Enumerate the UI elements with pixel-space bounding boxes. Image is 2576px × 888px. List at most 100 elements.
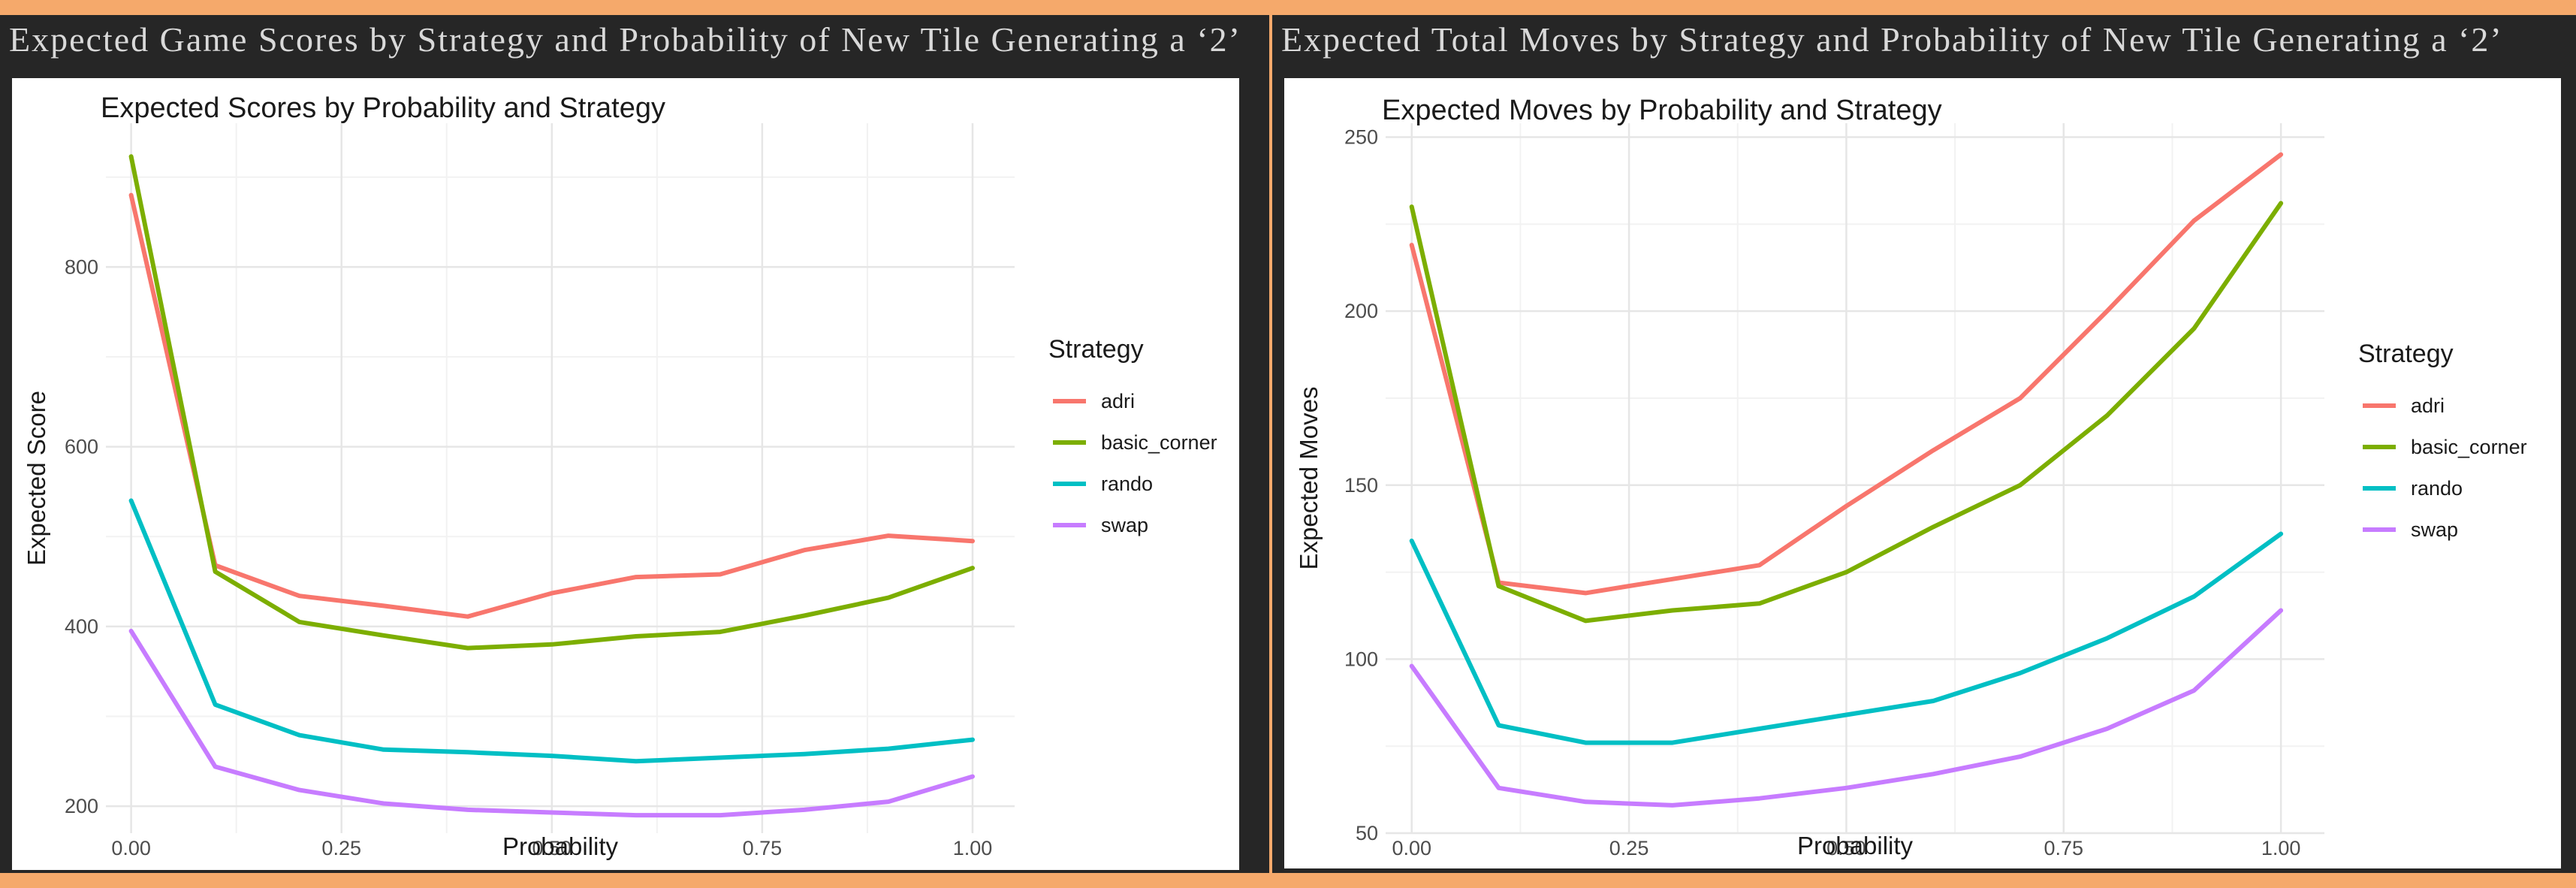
data-point: [551, 593, 553, 594]
score-line-chart: 0.00 0.25 0.50 0.75 1.00 200 400 600 800 Expected…: [23, 92, 1217, 860]
data-point: [972, 567, 973, 569]
data-point: [719, 757, 721, 759]
data-point: [1932, 700, 1934, 702]
data-point: [1672, 610, 1673, 612]
data-point: [1498, 585, 1499, 587]
data-point: [1845, 714, 1847, 715]
x-tick-label: 0.50: [532, 837, 572, 859]
series-points-swap: [131, 630, 973, 816]
y-axis-label: Expected Score: [23, 391, 50, 566]
data-point: [635, 760, 637, 762]
data-point: [1498, 724, 1499, 726]
legend-label: basic_corner: [2411, 436, 2527, 458]
legend-label: basic_corner: [1101, 431, 1217, 454]
data-point: [299, 621, 300, 623]
data-point: [1585, 592, 1586, 594]
x-tick-label: 0.50: [1826, 837, 1866, 859]
y-tick-label: 600: [65, 436, 98, 458]
data-point: [1932, 449, 1934, 451]
data-point: [215, 704, 216, 705]
data-point: [383, 749, 385, 751]
data-point: [551, 644, 553, 645]
x-axis-label: Probability: [502, 832, 619, 860]
data-point: [972, 776, 973, 778]
legend-label: swap: [2411, 518, 2458, 541]
data-point: [1845, 787, 1847, 789]
x-tick-label: 0.25: [1609, 837, 1649, 859]
x-tick-label: 0.75: [2044, 837, 2083, 859]
chart-title: Expected Scores by Probability and Strat…: [101, 92, 665, 124]
y-tick-label: 800: [65, 255, 98, 278]
x-tick-label: 0.00: [1392, 837, 1431, 859]
y-tick-label: 150: [1344, 474, 1378, 497]
series-points-adri: [1411, 154, 2282, 594]
data-point: [467, 616, 469, 618]
x-tick-label: 1.00: [2261, 837, 2301, 859]
series-points-rando: [131, 500, 973, 762]
data-point: [215, 766, 216, 767]
data-point: [972, 739, 973, 741]
data-point: [467, 751, 469, 753]
data-point: [1932, 773, 1934, 775]
y-tick-label: 250: [1344, 126, 1378, 149]
series-points-basic_corner: [1411, 203, 2282, 621]
y-tick-label: 200: [65, 795, 98, 817]
data-point: [467, 809, 469, 811]
data-point: [2280, 203, 2282, 204]
data-point: [215, 571, 216, 572]
data-point: [2280, 610, 2282, 612]
data-point: [972, 540, 973, 542]
data-point: [1411, 244, 1413, 246]
data-point: [635, 814, 637, 816]
legend-label: rando: [2411, 477, 2463, 500]
y-tick-label: 400: [65, 615, 98, 638]
y-tick-label: 100: [1344, 648, 1378, 670]
y-tick-label: 50: [1356, 822, 1378, 844]
chart-title: Expected Moves by Probability and Strate…: [1382, 95, 1942, 126]
data-point: [1759, 603, 1760, 604]
data-point: [383, 803, 385, 805]
data-point: [2019, 672, 2021, 674]
data-point: [1498, 787, 1499, 789]
data-point: [2280, 154, 2282, 156]
panel-heading: Expected Game Scores by Strategy and Pro…: [9, 20, 1241, 59]
x-tick-label: 0.25: [321, 837, 361, 859]
data-point: [635, 576, 637, 578]
chart-card: 0.00 0.25 0.50 0.75 1.00 200 400 600 800 Expected…: [12, 78, 1239, 870]
series-points-swap: [1411, 610, 2282, 806]
data-point: [383, 635, 385, 636]
legend-label: rando: [1101, 473, 1153, 495]
data-point: [551, 755, 553, 757]
moves-line-chart: 0.00 0.25 0.50 0.75 1.0050100150200250Expect…: [1295, 95, 2527, 859]
data-point: [719, 814, 721, 816]
x-axis-label: Probability: [1797, 832, 1914, 859]
legend-title: Strategy: [1048, 335, 1144, 364]
data-point: [299, 595, 300, 597]
left-figure-panel: Expected Game Scores by Strategy and Pro…: [0, 15, 1269, 873]
data-point: [1759, 564, 1760, 566]
x-tick-label: 1.00: [953, 837, 993, 859]
data-point: [719, 573, 721, 575]
data-point: [1759, 798, 1760, 799]
x-tick-label: 0.75: [743, 837, 783, 859]
data-point: [2280, 533, 2282, 535]
data-point: [1672, 742, 1673, 744]
data-point: [1411, 540, 1413, 542]
panel-heading: Expected Total Moves by Strategy and Pro…: [1281, 20, 2503, 59]
legend-label: swap: [1101, 514, 1148, 536]
series-points-basic_corner: [131, 156, 973, 649]
right-figure-panel: Expected Total Moves by Strategy and Pro…: [1272, 15, 2576, 873]
data-point: [719, 631, 721, 633]
series-points-rando: [1411, 533, 2282, 744]
data-point: [1585, 742, 1586, 744]
legend-label: adri: [1101, 390, 1135, 412]
data-point: [1672, 578, 1673, 580]
chart-card: 0.00 0.25 0.50 0.75 1.00 50 100 150 200 250 Expect…: [1284, 78, 2561, 868]
legend-title: Strategy: [2358, 340, 2454, 368]
data-point: [551, 811, 553, 813]
data-point: [2019, 397, 2021, 399]
y-axis-label: Expected Moves: [1295, 387, 1323, 570]
grid: [106, 123, 1015, 833]
